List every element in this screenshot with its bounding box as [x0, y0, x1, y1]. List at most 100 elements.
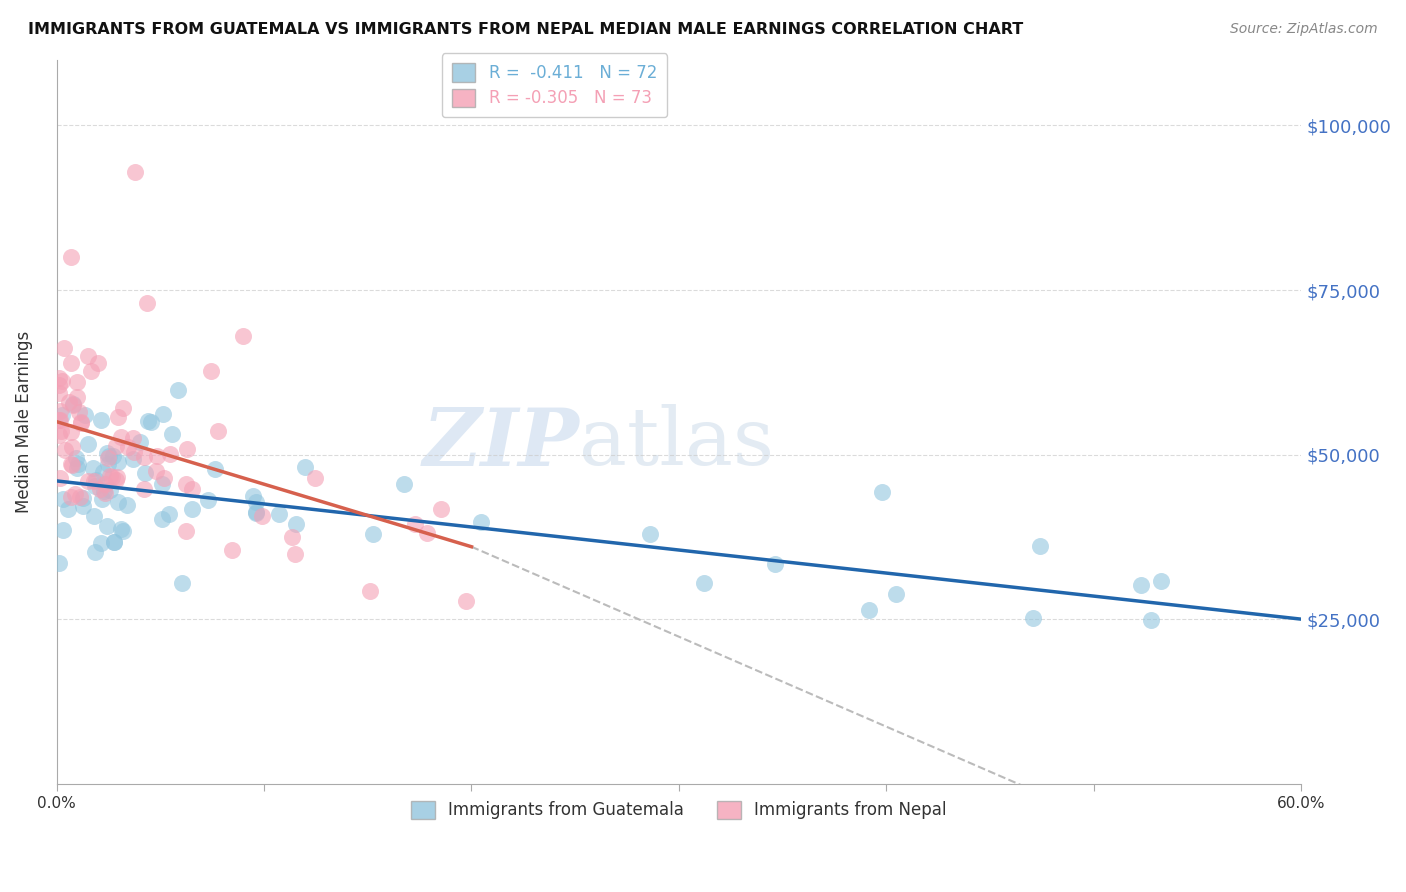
Point	[132, 450, 155, 464]
Point	[83, 509, 105, 524]
Point	[90, 413, 112, 427]
Point	[174, 524, 197, 538]
Point	[200, 364, 222, 378]
Point	[284, 547, 307, 561]
Point	[250, 508, 273, 523]
Point	[122, 431, 145, 445]
Point	[104, 473, 127, 487]
Point	[470, 515, 492, 529]
Point	[139, 416, 162, 430]
Point	[103, 534, 125, 549]
Point	[146, 449, 169, 463]
Point	[872, 485, 894, 500]
Point	[232, 329, 254, 343]
Point	[145, 465, 167, 479]
Point	[167, 384, 190, 398]
Point	[48, 428, 70, 442]
Point	[285, 517, 308, 532]
Point	[73, 408, 96, 422]
Point	[242, 489, 264, 503]
Point	[49, 471, 72, 485]
Point	[117, 440, 139, 454]
Point	[245, 495, 267, 509]
Point	[1129, 577, 1152, 591]
Point	[281, 530, 304, 544]
Point	[90, 535, 112, 549]
Point	[221, 542, 243, 557]
Point	[83, 475, 105, 489]
Point	[150, 477, 173, 491]
Point	[98, 469, 121, 483]
Point	[66, 376, 89, 390]
Point	[638, 526, 661, 541]
Point	[77, 437, 100, 451]
Point	[65, 390, 87, 404]
Point	[105, 469, 128, 483]
Point	[197, 493, 219, 508]
Point	[48, 371, 70, 385]
Point	[84, 479, 107, 493]
Point	[60, 490, 83, 504]
Point	[180, 482, 202, 496]
Point	[69, 416, 91, 430]
Point	[1022, 611, 1045, 625]
Y-axis label: Median Male Earnings: Median Male Earnings	[15, 331, 32, 513]
Point	[101, 470, 124, 484]
Point	[361, 526, 384, 541]
Point	[60, 356, 83, 370]
Point	[72, 491, 94, 505]
Point	[79, 364, 101, 378]
Point	[65, 460, 87, 475]
Point	[111, 524, 134, 538]
Point	[135, 296, 157, 310]
Point	[121, 452, 143, 467]
Point	[204, 462, 226, 476]
Point	[245, 505, 267, 519]
Point	[91, 492, 114, 507]
Text: Source: ZipAtlas.com: Source: ZipAtlas.com	[1230, 22, 1378, 37]
Point	[104, 439, 127, 453]
Point	[49, 424, 72, 438]
Point	[58, 502, 80, 516]
Point	[59, 250, 82, 264]
Point	[60, 440, 83, 454]
Point	[392, 476, 415, 491]
Text: ZIP: ZIP	[422, 405, 579, 483]
Text: atlas: atlas	[579, 404, 775, 483]
Point	[267, 508, 290, 522]
Point	[96, 445, 118, 459]
Point	[174, 477, 197, 491]
Point	[60, 425, 83, 439]
Point	[129, 434, 152, 449]
Point	[87, 355, 110, 369]
Point	[97, 449, 120, 463]
Point	[456, 594, 478, 608]
Point	[77, 349, 100, 363]
Point	[111, 401, 134, 416]
Point	[51, 374, 73, 388]
Point	[58, 395, 80, 409]
Point	[52, 491, 75, 506]
Point	[100, 483, 122, 498]
Point	[180, 502, 202, 516]
Point	[51, 409, 73, 423]
Point	[49, 412, 72, 426]
Point	[1150, 574, 1173, 588]
Point	[107, 455, 129, 469]
Point	[77, 474, 100, 488]
Point	[59, 458, 82, 472]
Point	[94, 485, 117, 500]
Point	[359, 583, 381, 598]
Point	[96, 519, 118, 533]
Point	[763, 558, 786, 572]
Point	[91, 465, 114, 479]
Point	[107, 494, 129, 508]
Point	[157, 508, 180, 522]
Point	[134, 482, 156, 496]
Point	[207, 424, 229, 438]
Point	[138, 414, 160, 428]
Point	[86, 473, 108, 487]
Point	[63, 487, 86, 501]
Point	[82, 460, 104, 475]
Point	[62, 396, 84, 410]
